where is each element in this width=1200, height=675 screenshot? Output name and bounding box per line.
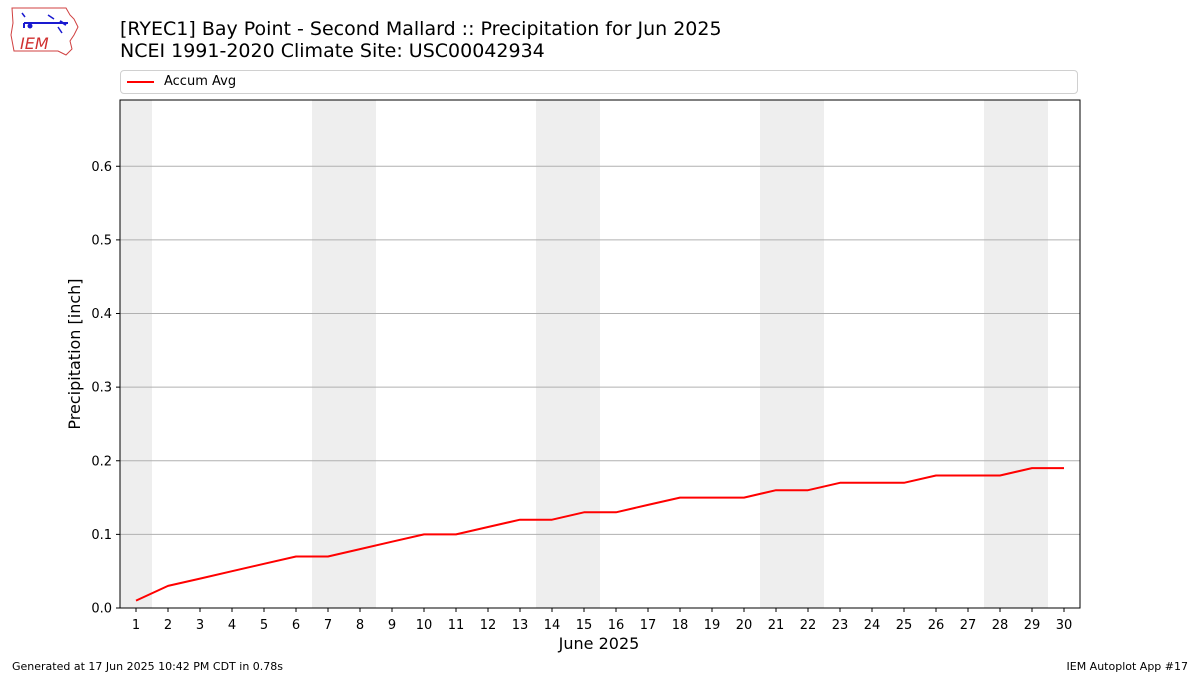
- y-tick-label: 0.2: [91, 454, 112, 469]
- y-axis-label: Precipitation [inch]: [65, 278, 84, 429]
- plot-frame: [119, 99, 1081, 609]
- legend: Accum Avg: [120, 70, 1078, 94]
- series-line-accum-avg: [135, 467, 1064, 602]
- x-tick-label: 6: [292, 618, 300, 633]
- app-label: IEM Autoplot App #17: [1066, 660, 1189, 673]
- legend-swatch: [127, 81, 154, 83]
- x-tick-label: 18: [672, 618, 689, 633]
- y-tick-label: 0.0: [91, 602, 112, 617]
- x-tick-label: 14: [544, 618, 561, 633]
- weekend-band: [312, 100, 344, 608]
- iem-logo-icon: IEM: [10, 7, 79, 56]
- x-tick-label: 30: [1056, 618, 1073, 633]
- x-tick-label: 3: [196, 618, 204, 633]
- x-tick-label: 11: [448, 618, 465, 633]
- x-tick-label: 26: [928, 618, 945, 633]
- x-tick-label: 16: [608, 618, 625, 633]
- x-tick-label: 27: [960, 618, 977, 633]
- y-tick-label: 0.5: [91, 233, 112, 248]
- x-tick-label: 15: [576, 618, 593, 633]
- title-line-1: [RYEC1] Bay Point - Second Mallard :: Pr…: [120, 18, 722, 40]
- weekend-band: [344, 100, 376, 608]
- x-tick-label: 21: [768, 618, 785, 633]
- x-axis-label: June 2025: [558, 634, 640, 653]
- weekend-band: [1016, 100, 1048, 608]
- weekend-band: [568, 100, 600, 608]
- logo-text: IEM: [20, 34, 49, 53]
- weekend-band: [120, 100, 152, 608]
- y-axis-ticks: 0.0 0.1 0.2 0.3 0.4 0.5 0.6: [91, 160, 120, 617]
- y-tick-label: 0.4: [91, 307, 112, 322]
- x-tick-label: 2: [164, 618, 172, 633]
- weekend-band: [760, 100, 792, 608]
- chart-title: [RYEC1] Bay Point - Second Mallard :: Pr…: [120, 18, 722, 62]
- x-tick-label: 12: [480, 618, 497, 633]
- title-line-2: NCEI 1991-2020 Climate Site: USC00042934: [120, 40, 545, 62]
- legend-label-accum-avg: Accum Avg: [164, 74, 237, 89]
- weekend-band: [984, 100, 1016, 608]
- x-tick-label: 17: [640, 618, 657, 633]
- x-tick-label: 19: [704, 618, 721, 633]
- x-tick-label: 29: [1024, 618, 1041, 633]
- x-tick-label: 7: [324, 618, 332, 633]
- x-tick-label: 4: [228, 618, 236, 633]
- x-tick-label: 22: [800, 618, 817, 633]
- y-tick-label: 0.6: [91, 160, 112, 175]
- x-axis-ticks: 1 2 3 4 5 6 7 8 9 10 11 12 13 14 15 16 17 18 19 20 21 22 23 24 2…: [132, 608, 1072, 633]
- iem-logo: IEM: [8, 5, 80, 59]
- y-tick-label: 0.3: [91, 381, 112, 396]
- weekend-band: [536, 100, 568, 608]
- x-tick-label: 24: [864, 618, 881, 633]
- x-tick-label: 9: [388, 618, 396, 633]
- x-tick-label: 25: [896, 618, 913, 633]
- series-layer: [135, 467, 1065, 602]
- x-tick-label: 1: [132, 618, 140, 633]
- x-tick-label: 5: [260, 618, 268, 633]
- weekend-shading: [120, 100, 1048, 608]
- x-tick-label: 8: [356, 618, 364, 633]
- x-tick-label: 13: [512, 618, 529, 633]
- grid-lines: [120, 165, 1080, 535]
- x-tick-label: 28: [992, 618, 1009, 633]
- generated-timestamp: Generated at 17 Jun 2025 10:42 PM CDT in…: [12, 660, 284, 673]
- x-tick-label: 23: [832, 618, 849, 633]
- x-tick-label: 20: [736, 618, 753, 633]
- x-tick-label: 10: [416, 618, 433, 633]
- weekend-band: [792, 100, 824, 608]
- y-tick-label: 0.1: [91, 528, 112, 543]
